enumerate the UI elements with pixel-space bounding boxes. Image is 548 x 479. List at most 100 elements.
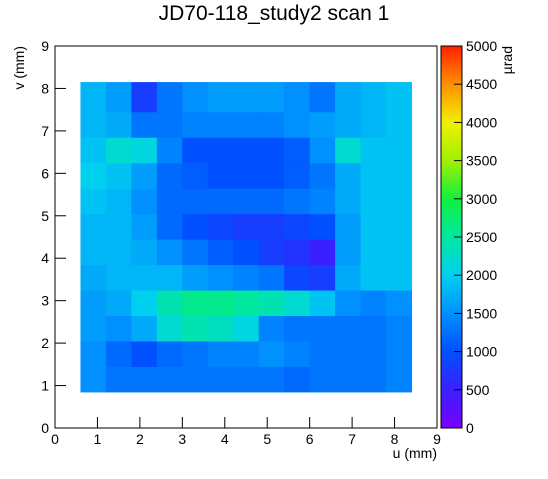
heatmap-cell xyxy=(80,213,107,240)
heatmap-cell xyxy=(233,137,260,164)
heatmap-cell xyxy=(360,188,387,215)
heatmap-cell xyxy=(258,82,285,113)
heatmap-cell xyxy=(335,162,362,189)
heatmap-cell xyxy=(309,315,336,342)
heatmap-cell xyxy=(207,213,234,240)
heatmap-cell xyxy=(156,111,183,138)
x-tick-label: 6 xyxy=(306,431,314,447)
heatmap-cell xyxy=(207,239,234,266)
x-axis-label: u (mm) xyxy=(393,445,437,461)
heatmap-cell xyxy=(335,239,362,266)
heatmap-cell xyxy=(156,213,183,240)
heatmap-cell xyxy=(233,111,260,138)
heatmap-cell xyxy=(309,162,336,189)
heatmap-cell xyxy=(258,162,285,189)
heatmap-cell xyxy=(309,213,336,240)
heatmap-cell xyxy=(335,366,362,393)
colorbar-tick-label: 1500 xyxy=(466,305,497,321)
heatmap-cell xyxy=(131,315,158,342)
heatmap-cell xyxy=(131,111,158,138)
heatmap-cell xyxy=(105,111,132,138)
heatmap-cell xyxy=(335,188,362,215)
heatmap-cell xyxy=(156,239,183,266)
heatmap-cell xyxy=(182,366,209,393)
colorbar-tick-label: 3500 xyxy=(466,153,497,169)
heatmap-cell xyxy=(386,111,413,138)
heatmap-cell xyxy=(386,162,413,189)
heatmap-cell xyxy=(105,239,132,266)
heatmap-cell xyxy=(131,264,158,291)
y-tick-label: 6 xyxy=(41,165,49,181)
x-tick-label: 5 xyxy=(263,431,271,447)
x-tick-label: 2 xyxy=(136,431,144,447)
heatmap-cell xyxy=(284,290,311,317)
heatmap-cell xyxy=(105,340,132,367)
heatmap-cell xyxy=(80,82,107,113)
heatmap-cell xyxy=(386,239,413,266)
heatmap-cell xyxy=(386,340,413,367)
heatmap-cell xyxy=(182,290,209,317)
colorbar-tick-label: 3000 xyxy=(466,191,497,207)
heatmap-cell xyxy=(360,366,387,393)
heatmap-cell xyxy=(360,239,387,266)
heatmap-cell xyxy=(386,188,413,215)
heatmap-cell xyxy=(360,290,387,317)
colorbar-tick-label: 4000 xyxy=(466,114,497,130)
heatmap-cell xyxy=(284,239,311,266)
heatmap-cell xyxy=(131,290,158,317)
heatmap-cell xyxy=(258,111,285,138)
heatmap-cell xyxy=(233,340,260,367)
heatmap-cell xyxy=(182,213,209,240)
x-tick-label: 0 xyxy=(51,431,59,447)
heatmap-cell xyxy=(284,137,311,164)
heatmap-cell xyxy=(207,82,234,113)
y-tick-label: 4 xyxy=(41,250,49,266)
heatmap-cell xyxy=(207,264,234,291)
heatmap-cell xyxy=(335,340,362,367)
heatmap-cell xyxy=(309,82,336,113)
heatmap-cell xyxy=(105,213,132,240)
heatmap-cell xyxy=(80,239,107,266)
colorbar-tick-label: 500 xyxy=(466,382,490,398)
y-tick-label: 0 xyxy=(41,420,49,436)
x-tick-label: 1 xyxy=(94,431,102,447)
heatmap-cell xyxy=(207,111,234,138)
heatmap-cell xyxy=(105,264,132,291)
heatmap-cell xyxy=(284,264,311,291)
heatmap-cell xyxy=(309,290,336,317)
y-tick-label: 8 xyxy=(41,80,49,96)
heatmap-cell xyxy=(156,315,183,342)
heatmap-cell xyxy=(105,137,132,164)
heatmap-cell xyxy=(156,188,183,215)
y-tick-label: 5 xyxy=(41,208,49,224)
heatmap-cell xyxy=(309,137,336,164)
heatmap-cell xyxy=(105,82,132,113)
heatmap-cell xyxy=(386,366,413,393)
heatmap-cell xyxy=(233,239,260,266)
heatmap-cell xyxy=(258,137,285,164)
heatmap-cell xyxy=(182,315,209,342)
heatmap-cell xyxy=(207,137,234,164)
heatmap-cell xyxy=(131,137,158,164)
heatmap-cell xyxy=(131,188,158,215)
colorbar-tick-label: 5000 xyxy=(466,38,497,54)
heatmap-cell xyxy=(80,366,107,393)
heatmap-cell xyxy=(386,82,413,113)
heatmap-cell xyxy=(105,188,132,215)
heatmap-cell xyxy=(258,264,285,291)
heatmap-cell xyxy=(131,82,158,113)
heatmap-cell xyxy=(335,111,362,138)
y-tick-label: 9 xyxy=(41,38,49,54)
heatmap-cell xyxy=(360,162,387,189)
heatmap-cell xyxy=(80,162,107,189)
heatmap-cell xyxy=(360,82,387,113)
heatmap-cell xyxy=(386,213,413,240)
heatmap-cell xyxy=(156,366,183,393)
heatmap-cell xyxy=(182,340,209,367)
heatmap-cell xyxy=(131,366,158,393)
heatmap-cell xyxy=(258,213,285,240)
heatmap-cell xyxy=(284,340,311,367)
heatmap-cell xyxy=(182,239,209,266)
x-tick-label: 3 xyxy=(178,431,186,447)
